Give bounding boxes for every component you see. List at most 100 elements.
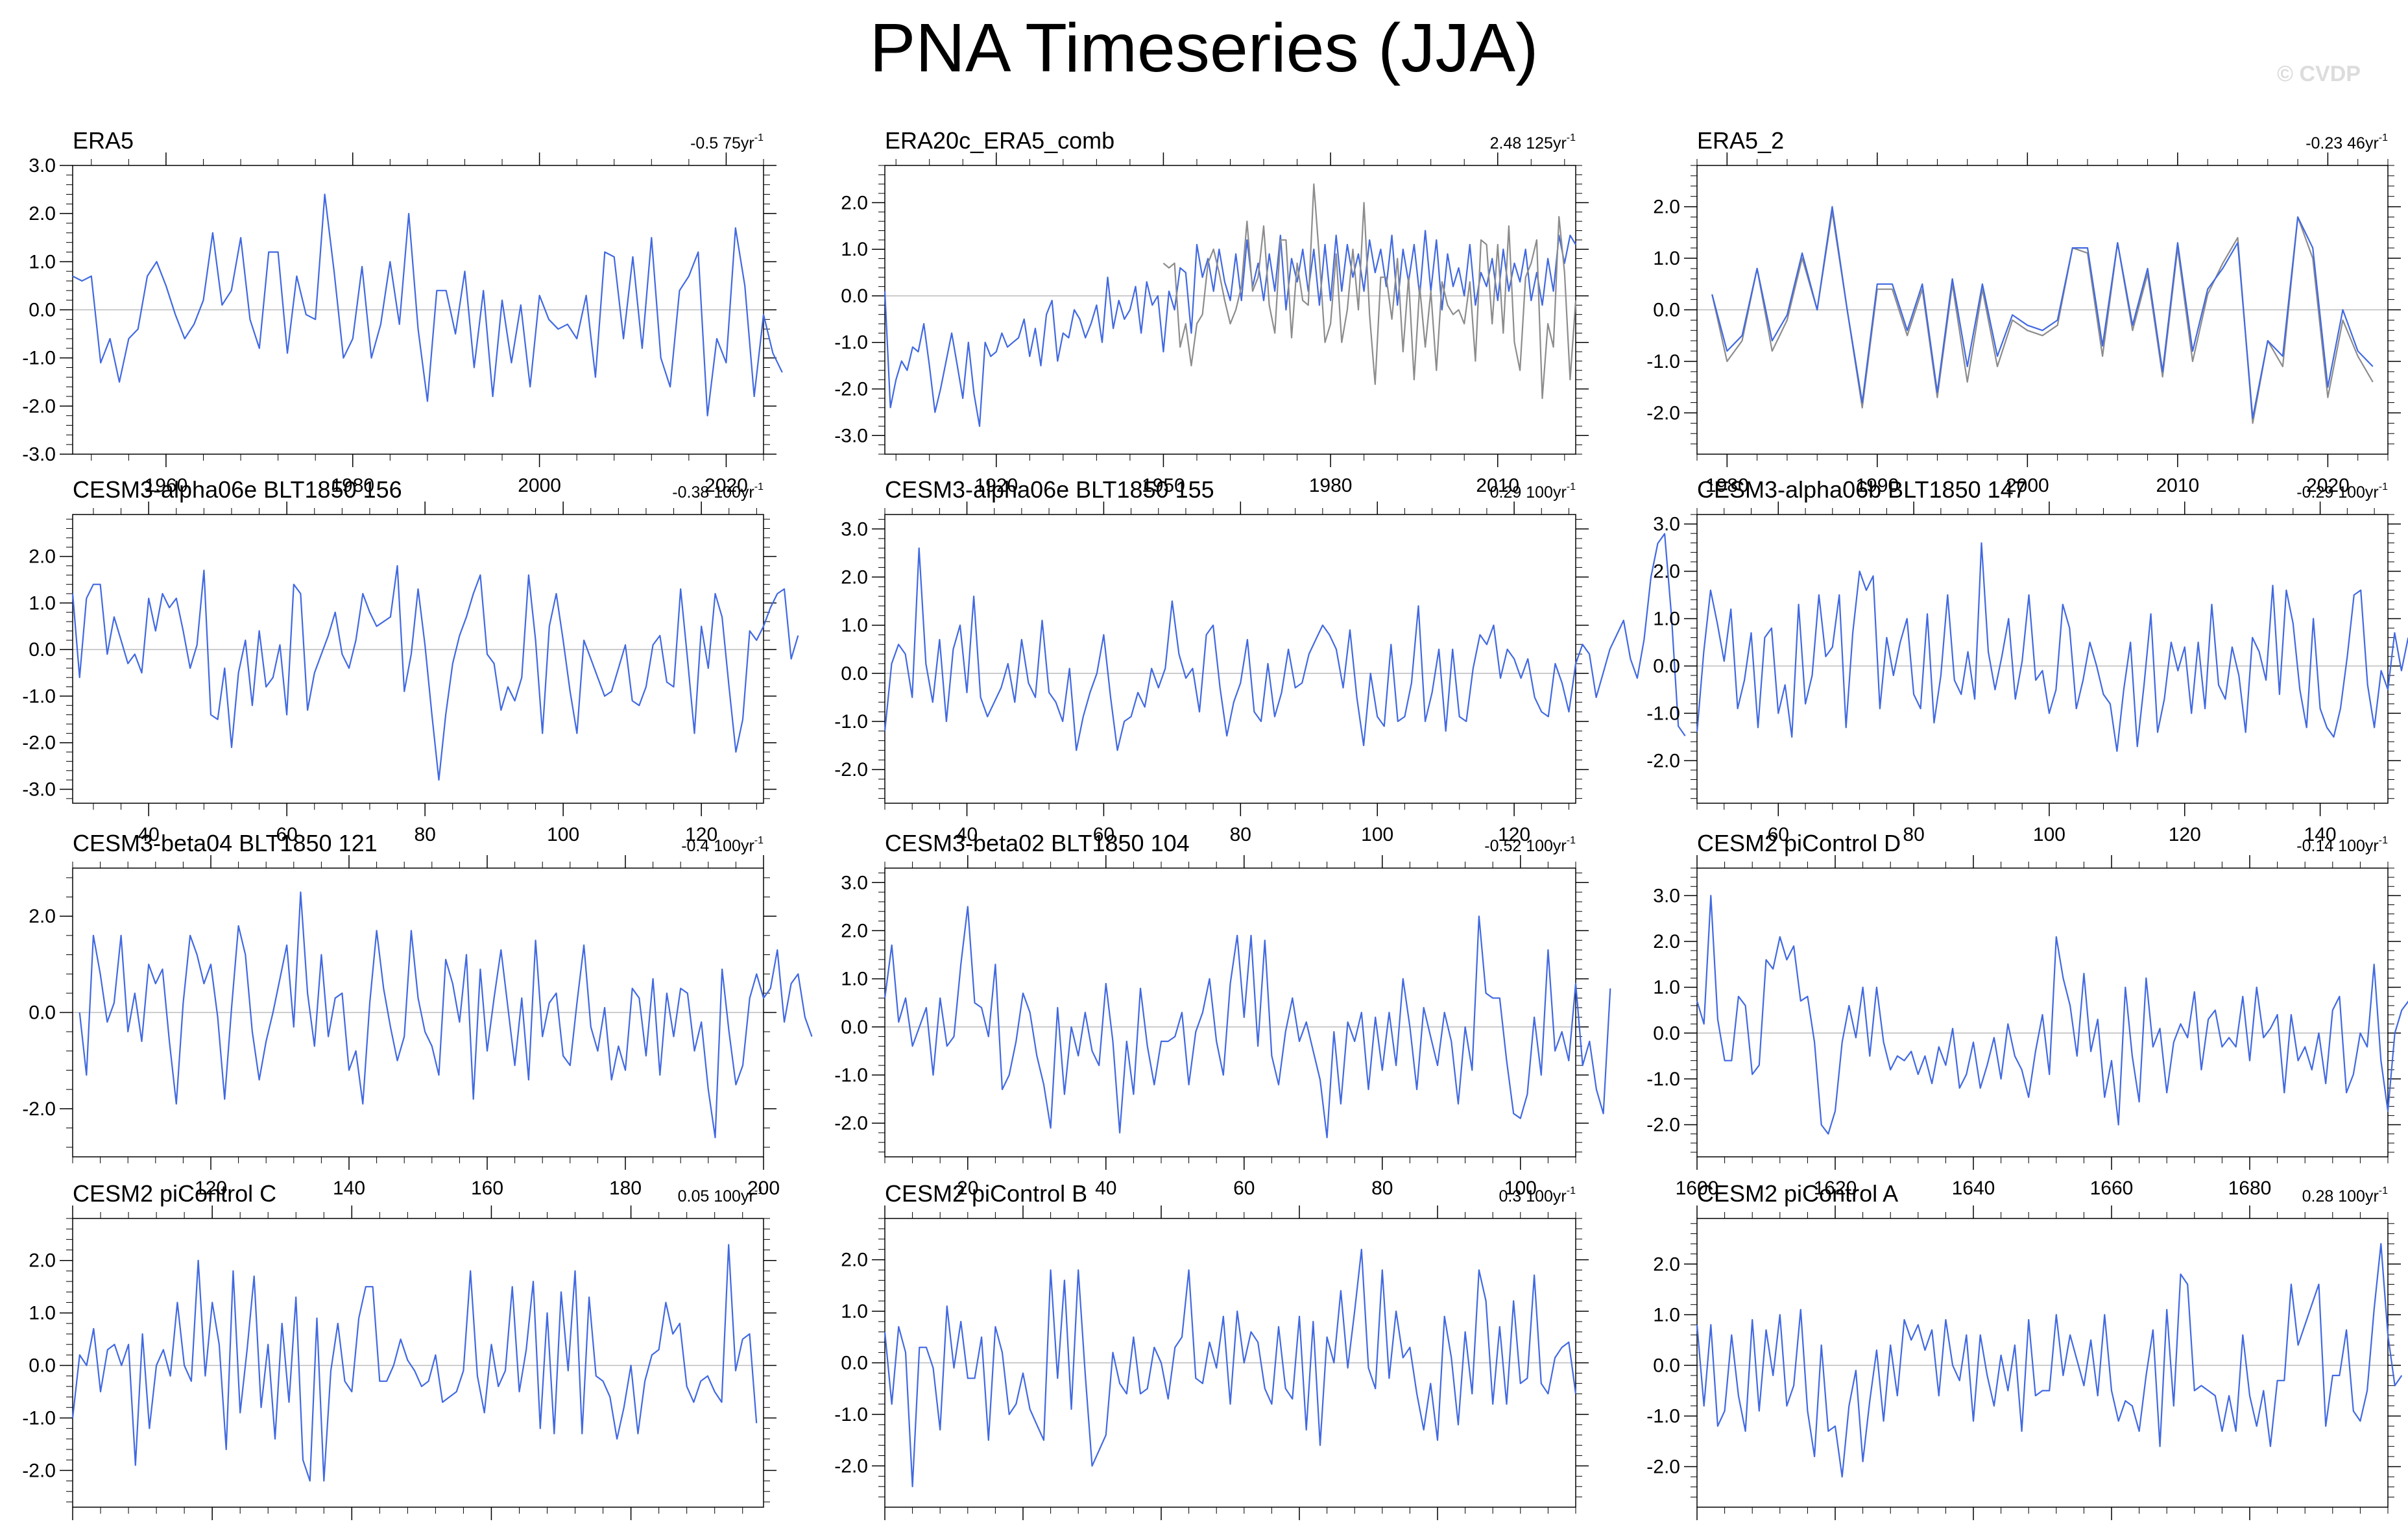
series-line xyxy=(884,533,1686,751)
series-line xyxy=(1696,542,2408,752)
panel-title: CESM3-beta04 BLT1850 121 xyxy=(73,830,378,856)
y-tick-label: 0.0 xyxy=(29,1355,56,1377)
trend-label: -0.5 75yr-1 xyxy=(690,132,764,152)
x-tick-label: 2000 xyxy=(518,475,561,496)
x-tick-label: 80 xyxy=(1903,824,1924,845)
y-tick-label: 2.0 xyxy=(841,1250,868,1271)
series-line-secondary xyxy=(1711,211,2374,424)
y-tick-label: -2.0 xyxy=(22,733,56,754)
panel-7: CESM3-beta04 BLT1850 121 -0.4 100yr-1 -2.0… xyxy=(22,830,813,1199)
plot-frame xyxy=(884,867,1576,1157)
y-tick-label: -1.0 xyxy=(834,332,868,354)
series-line xyxy=(1711,206,2374,419)
series-line-secondary xyxy=(1162,183,1577,400)
y-tick-label: -2.0 xyxy=(834,759,868,781)
y-tick-label: -1.0 xyxy=(22,348,56,369)
x-tick-label: 200 xyxy=(747,1178,780,1199)
panel-title: CESM3-alpha06e BLT1850 156 xyxy=(73,476,402,503)
panel-4: CESM3-alpha06e BLT1850 156 -0.38 100yr-1-… xyxy=(22,476,799,845)
panel-5: CESM3-alpha06e BLT1850 155 0.29 100yr-1 -2… xyxy=(834,476,1686,845)
x-tick-label: 2010 xyxy=(2156,475,2199,496)
x-tick-label: 60 xyxy=(1768,824,1789,845)
trend-label: 0.29 100yr-1 xyxy=(1490,481,1576,502)
y-tick-label: 0.0 xyxy=(841,285,868,307)
x-tick-label: 60 xyxy=(1093,824,1114,845)
y-tick-label: 0.0 xyxy=(841,1353,868,1374)
trend-label: -0.14 100yr-1 xyxy=(2296,835,2388,855)
y-tick-label: -2.0 xyxy=(22,396,56,417)
x-tick-label: 1990 xyxy=(1855,475,1899,496)
y-tick-label: 1.0 xyxy=(1653,608,1680,629)
y-tick-label: 1.0 xyxy=(1653,1304,1680,1326)
y-tick-label: 3.0 xyxy=(1653,514,1680,535)
x-tick-label: 80 xyxy=(1371,1178,1393,1199)
y-tick-label: -2.0 xyxy=(1646,1457,1680,1478)
panel-title: CESM3-beta02 BLT1850 104 xyxy=(885,830,1190,856)
panel-2: ERA20c_ERA5_comb 2.48 125yr-1 -3.0 -2.0 -1.0… xyxy=(834,127,1589,496)
y-tick-label: 0.0 xyxy=(29,300,56,321)
x-tick-label: 20 xyxy=(957,1178,978,1199)
series-line xyxy=(884,906,1611,1139)
plot-frame xyxy=(72,514,764,804)
trend-exponent: -1 xyxy=(1567,835,1576,846)
panel-12: CESM2 piControl A 0.28 100yr-1 -2.0 -1.0 0.0… xyxy=(1646,1180,2403,1520)
x-tick-label: 80 xyxy=(414,824,435,845)
x-tick-label: 1660 xyxy=(2090,1178,2134,1199)
series-line xyxy=(884,1248,1577,1488)
y-tick-label: -2.0 xyxy=(22,1098,56,1120)
y-tick-label: 2.0 xyxy=(1653,197,1680,218)
plot-frame xyxy=(72,1218,764,1508)
y-tick-label: 2.0 xyxy=(29,203,56,224)
panel-title: CESM2 piControl A xyxy=(1697,1180,1898,1207)
series-line xyxy=(72,193,783,417)
trend-exponent: -1 xyxy=(2379,481,2388,492)
y-tick-label: 1.0 xyxy=(841,615,868,636)
x-tick-label: 2010 xyxy=(1476,475,1519,496)
trend-label: 2.48 125yr-1 xyxy=(1490,132,1576,152)
y-tick-label: -1.0 xyxy=(1646,1405,1680,1427)
series-line xyxy=(1696,895,2408,1135)
x-tick-label: 120 xyxy=(2169,824,2201,845)
y-tick-label: -2.0 xyxy=(1646,402,1680,424)
page-title: PNA Timeseries (JJA) xyxy=(869,10,1539,86)
x-tick-label: 120 xyxy=(195,1178,227,1199)
x-tick-label: 180 xyxy=(609,1178,642,1199)
trend-label: -0.23 46yr-1 xyxy=(2306,132,2388,152)
x-tick-label: 2020 xyxy=(2306,475,2350,496)
y-tick-label: 0.0 xyxy=(1653,655,1680,677)
panel-8: CESM3-beta02 BLT1850 104 -0.52 100yr-1 -2.… xyxy=(834,830,1611,1199)
x-tick-label: 1640 xyxy=(1952,1178,1995,1199)
panel-9: CESM2 piControl D -0.14 100yr-1 -2.0 -1.0 0.… xyxy=(1646,830,2408,1199)
x-tick-label: 1980 xyxy=(1705,475,1749,496)
y-tick-label: 1.0 xyxy=(841,239,868,260)
plot-frame xyxy=(1696,1218,2389,1508)
y-tick-label: 0.0 xyxy=(1653,300,1680,321)
y-tick-label: -1.0 xyxy=(1646,703,1680,724)
x-tick-label: 140 xyxy=(333,1178,365,1199)
y-tick-label: -2.0 xyxy=(834,379,868,400)
y-tick-label: -3.0 xyxy=(22,779,56,800)
panel-10: CESM2 piControl C 0.05 100yr-1 -2.0 -1.0 0.0… xyxy=(22,1180,777,1520)
y-tick-label: 0.0 xyxy=(29,1002,56,1024)
series-line xyxy=(71,1244,758,1482)
y-tick-label: 2.0 xyxy=(841,920,868,941)
x-tick-label: 100 xyxy=(1504,1178,1537,1199)
y-tick-label: 0.0 xyxy=(29,639,56,660)
panel-1: ERA5 -0.5 75yr-1 -3.0 -2.0 -1.0 0.0 1.0 2.0 3.0 1… xyxy=(22,127,783,496)
series-line xyxy=(78,891,813,1139)
y-tick-label: 2.0 xyxy=(29,1250,56,1272)
x-tick-label: 40 xyxy=(1095,1178,1116,1199)
series-line xyxy=(71,564,799,781)
y-tick-label: 1.0 xyxy=(29,1303,56,1324)
y-tick-label: 3.0 xyxy=(841,518,868,540)
trend-label: -0.29 100yr-1 xyxy=(2296,481,2388,502)
x-tick-label: 40 xyxy=(138,824,159,845)
trend-exponent: -1 xyxy=(1567,481,1576,492)
panel-title: CESM2 piControl C xyxy=(73,1180,276,1207)
x-tick-label: 1920 xyxy=(974,475,1018,496)
trend-exponent: -1 xyxy=(2379,835,2388,846)
x-tick-label: 1980 xyxy=(1309,475,1353,496)
trend-exponent: -1 xyxy=(754,835,764,846)
y-tick-label: 1.0 xyxy=(29,592,56,614)
